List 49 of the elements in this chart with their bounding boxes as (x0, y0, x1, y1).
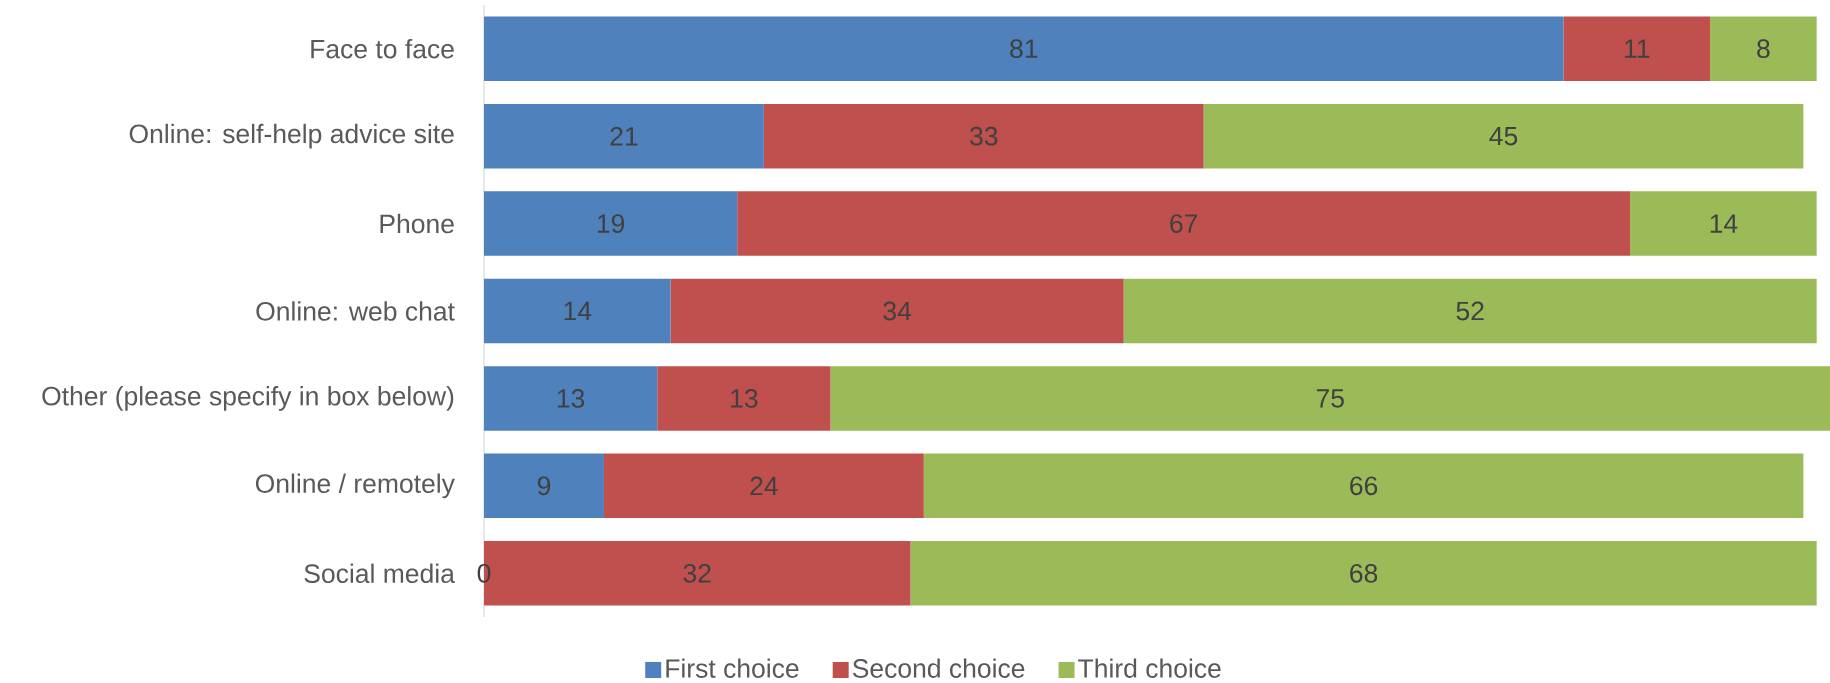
bar (1563, 16, 1711, 81)
bar (763, 103, 1204, 169)
data-label: 34 (883, 301, 912, 321)
bar (484, 16, 1564, 81)
data-label: 45 (1489, 126, 1518, 146)
data-label: 67 (1170, 214, 1198, 233)
bar (1203, 103, 1804, 169)
data-label: 68 (1350, 563, 1378, 583)
bar (484, 103, 764, 169)
data-label: 13 (731, 389, 758, 408)
data-label: 75 (1316, 389, 1344, 408)
y-tick-label: Phone (380, 213, 454, 234)
data-label: 32 (683, 563, 711, 583)
data-label: 13 (557, 389, 585, 408)
data-label: 81 (1010, 39, 1038, 59)
bar (1630, 191, 1817, 256)
bar (484, 191, 738, 256)
bar (830, 366, 1830, 431)
y-tick-label: Online: self-help advice site (129, 123, 454, 149)
bar (603, 453, 924, 519)
y-tick-label: Social media (304, 563, 455, 584)
bar (1123, 278, 1817, 344)
data-label: 14 (1710, 214, 1738, 233)
data-label: 21 (610, 126, 638, 146)
bar (484, 453, 604, 519)
data-label: 33 (970, 126, 998, 146)
y-tick-label: Online / remotely (255, 473, 455, 499)
data-label: 19 (597, 214, 625, 233)
bar (737, 191, 1631, 256)
bar (670, 278, 1124, 344)
data-label: 52 (1456, 301, 1484, 321)
data-label: 66 (1350, 476, 1378, 496)
legend-label: First choice (666, 658, 799, 678)
data-label: 11 (1625, 39, 1650, 58)
bar (484, 366, 658, 431)
data-label: 24 (750, 476, 778, 496)
data-label: 14 (564, 301, 592, 321)
bar (657, 366, 831, 431)
y-tick-label: Other (please specify in box below) (42, 386, 454, 411)
bar (1710, 16, 1817, 81)
bar (910, 541, 1817, 606)
bar (923, 453, 1804, 519)
data-label: 9 (537, 476, 551, 496)
legend-label: Third choice (1078, 658, 1221, 678)
data-label: 8 (1757, 39, 1770, 59)
legend-label: Second choice (852, 658, 1025, 678)
y-tick-label: Online: web chat (256, 301, 455, 321)
y-tick-label: Face to face (311, 39, 454, 59)
bar (484, 278, 671, 344)
